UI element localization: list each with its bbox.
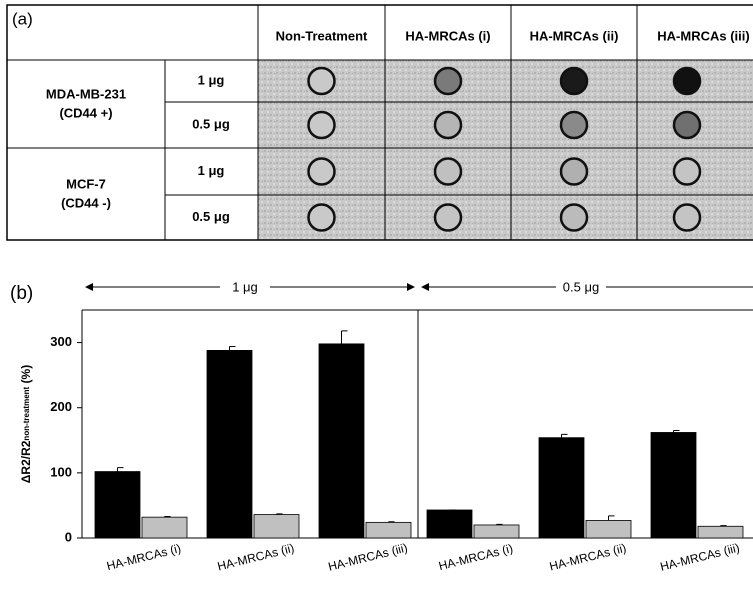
sample-well	[435, 112, 461, 138]
dose-label: 0.5 μg	[192, 116, 230, 131]
column-header: HA-MRCAs (ii)	[530, 28, 619, 43]
dose-label: 1 μg	[198, 72, 225, 87]
sample-well	[674, 205, 700, 231]
sample-well	[309, 68, 335, 94]
sample-well	[309, 159, 335, 185]
sample-well	[674, 159, 700, 185]
bar	[539, 438, 584, 538]
column-header: Non-Treatment	[276, 28, 368, 43]
sample-well	[561, 205, 587, 231]
group-label: (CD44 +)	[59, 105, 112, 120]
bar	[651, 432, 696, 538]
sample-well	[561, 159, 587, 185]
table: (a) Non-Treatment HA-MRCAs (i) HA-MRCAs (ii…	[7, 5, 753, 240]
sample-well	[435, 68, 461, 94]
x-tick-label: HA-MRCAs (i)	[105, 541, 182, 573]
error-bar	[230, 346, 236, 350]
sample-well	[674, 112, 700, 138]
group-label: MCF-7	[66, 176, 106, 191]
sample-well	[561, 112, 587, 138]
bar	[366, 522, 411, 538]
y-tick-label: 0	[65, 529, 72, 544]
chart: (b) ΔR2/R2non-treatment (%) 0 100 200 300 1 μg…	[10, 279, 753, 573]
sample-well	[309, 205, 335, 231]
bar	[427, 510, 472, 538]
bar	[142, 517, 187, 538]
error-bar	[609, 516, 615, 521]
bar	[254, 515, 299, 538]
dose-label: 0.5 μg	[192, 209, 230, 224]
y-axis-label-part: (%)	[19, 365, 33, 387]
group-label: 1 μg	[232, 279, 258, 294]
error-bar	[562, 434, 568, 437]
bar	[698, 526, 743, 538]
sample-well	[674, 68, 700, 94]
y-tick-label: 100	[50, 464, 72, 479]
bar	[207, 350, 252, 538]
sample-well	[435, 205, 461, 231]
x-tick-label: HA-MRCAs (ii)	[548, 541, 628, 574]
group-label: MDA-MB-231	[46, 86, 126, 101]
sample-well	[309, 112, 335, 138]
x-tick-label: HA-MRCAs (ii)	[216, 541, 296, 574]
bar	[474, 525, 519, 538]
panel-label: (a)	[12, 9, 33, 28]
group-label: 0.5 μg	[563, 279, 599, 294]
y-axis-label-part: ΔR2/R2	[19, 440, 33, 483]
group-label: (CD44 -)	[61, 195, 111, 210]
figure: (a) Non-Treatment HA-MRCAs (i) HA-MRCAs (ii…	[0, 0, 753, 592]
column-header: HA-MRCAs (i)	[405, 28, 490, 43]
x-tick-label: HA-MRCAs (iii)	[327, 541, 409, 574]
page: (a) Non-Treatment HA-MRCAs (i) HA-MRCAs (ii…	[0, 0, 753, 597]
sample-well	[561, 68, 587, 94]
error-bar	[342, 331, 348, 344]
y-axis-label: ΔR2/R2non-treatment (%)	[19, 365, 33, 483]
y-axis-label-part: non-treatment	[22, 386, 31, 440]
x-tick-label: HA-MRCAs (i)	[437, 541, 514, 573]
bar	[95, 472, 140, 538]
x-tick-label: HA-MRCAs (iii)	[659, 541, 741, 574]
dose-label: 1 μg	[198, 163, 225, 178]
bar	[586, 520, 631, 538]
y-tick-label: 200	[50, 399, 72, 414]
panel-label: (b)	[10, 283, 33, 304]
sample-well	[435, 159, 461, 185]
y-tick-label: 300	[50, 334, 72, 349]
error-bar	[118, 468, 124, 472]
column-header: HA-MRCAs (iii)	[657, 28, 749, 43]
bar	[319, 344, 364, 538]
